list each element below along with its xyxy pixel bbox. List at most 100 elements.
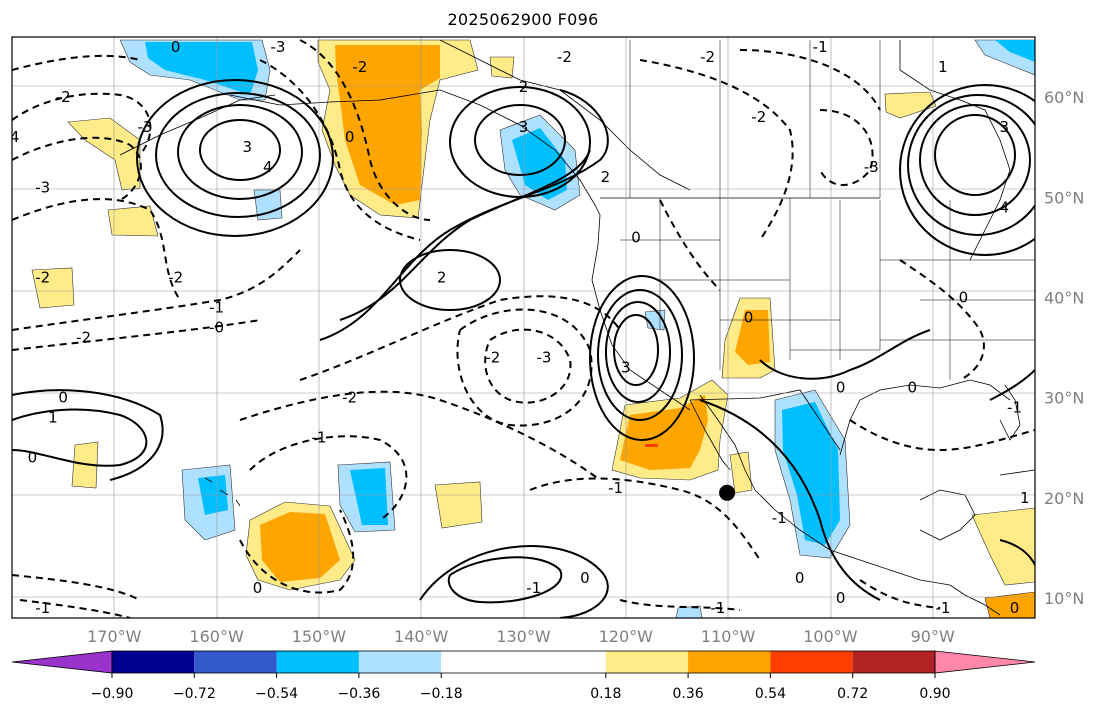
colorbar-extend-max — [934, 650, 1036, 674]
lon-tick-label: 90°W — [911, 627, 955, 646]
contour-label: -2 — [76, 329, 91, 347]
shaded-anomalies — [31, 39, 1035, 618]
contour-label: 0 — [28, 449, 38, 467]
lon-tick-label: 100°W — [803, 627, 858, 646]
lat-tick-label: 40°N — [1044, 288, 1084, 307]
hawaii-islands — [204, 477, 241, 507]
lon-tick-label: 130°W — [496, 627, 551, 646]
positive-anomaly-caribbean-2 — [984, 591, 1035, 618]
contour-label: 0 — [631, 228, 641, 246]
positive-anomaly-canada — [884, 91, 937, 119]
map-title: 2025062900 F096 — [447, 10, 599, 29]
negative-contours — [12, 39, 1035, 618]
contour-label: 1 — [48, 409, 58, 427]
colorbar-outline — [111, 650, 936, 674]
contour-label: 0 — [907, 379, 917, 397]
contour-high-baja-4 — [589, 275, 695, 441]
coastlines — [119, 39, 1035, 616]
colorbar-tick-label: 0.54 — [755, 686, 786, 702]
contour-label: 3 — [243, 138, 253, 156]
contour-label: -4 — [5, 128, 20, 146]
positive-anomaly-small-1 — [107, 205, 159, 237]
contour-label: -2 — [35, 268, 50, 286]
colorbar — [11, 650, 1036, 674]
longitude-tick-labels: 170°W 160°W 150°W 140°W 130°W 120°W 110°W 100°W… — [87, 627, 955, 646]
contour-neg-mid-1 — [12, 319, 261, 351]
colorbar-tick-label: −0.36 — [337, 686, 380, 702]
contour-high-baja-1 — [613, 314, 659, 386]
contour-label: -3 — [35, 178, 50, 196]
us-mexico-border — [689, 389, 841, 451]
canada-provinces — [629, 40, 881, 198]
colorbar-segment — [688, 651, 771, 673]
strong-anomaly-red — [645, 444, 658, 447]
lat-tick-label: 30°N — [1044, 389, 1084, 408]
lat-tick-label: 10°N — [1044, 589, 1084, 608]
contour-high-hudson-3 — [907, 94, 1035, 236]
contour-south-1 — [447, 556, 563, 604]
contour-label: 4 — [263, 158, 273, 176]
colorbar-tick-label: 0.18 — [590, 686, 621, 702]
contour-label: -1 — [813, 38, 828, 56]
contour-neg-se-1 — [859, 579, 941, 609]
colorbar-segment — [276, 651, 359, 673]
contour-south-0 — [419, 545, 609, 618]
contour-label: -1 — [710, 599, 725, 617]
positive-anomaly-subtropic-core — [260, 512, 340, 582]
aleutian-chain — [119, 94, 276, 156]
contour-neg-mid-2 — [12, 249, 301, 331]
contour-label: 0 — [836, 589, 846, 607]
lon-tick-label: 170°W — [87, 627, 142, 646]
cuba — [999, 469, 1035, 476]
contour-label: 0 — [959, 288, 969, 306]
colorbar-segment — [605, 651, 689, 673]
contour-high-aleutian-3 — [155, 92, 321, 218]
contour-mex-0 — [699, 399, 881, 601]
contour-neg-center-1 — [299, 295, 621, 381]
contour-label: -2 — [485, 349, 500, 367]
contour-label: 0 — [253, 579, 263, 597]
contour-label: -1 — [608, 479, 623, 497]
alaska-coast — [229, 89, 601, 216]
contour-label: 1 — [938, 58, 948, 76]
contour-label: -2 — [168, 268, 183, 286]
colorbar-tick-label: 0.90 — [919, 686, 950, 702]
graticule — [12, 37, 1035, 618]
latitude-tick-labels: 60°N 50°N 40°N 30°N 20°N 10°N — [1044, 88, 1084, 608]
contour-label: -2 — [700, 48, 715, 66]
positive-anomaly-west-edge — [31, 267, 75, 309]
negative-anomaly-mexico-core — [782, 402, 840, 545]
storm-center-marker — [719, 484, 736, 501]
contour-se-1 — [999, 539, 1035, 566]
contour-label: -2 — [342, 389, 357, 407]
contour-label: 1 — [1020, 489, 1030, 507]
us-west-coast — [591, 214, 691, 411]
positive-anomaly-gulf-alaska-core — [335, 45, 440, 205]
contour-label: -1 — [526, 579, 541, 597]
contour-high-aleutian-4 — [136, 79, 334, 237]
contour-high-pnw-1 — [474, 104, 566, 176]
contour-neg-sw-0 — [12, 574, 141, 601]
contour-neg-nw-2 — [12, 198, 181, 301]
contour-label: 2 — [601, 168, 611, 186]
contour-neg-sw-1 — [19, 599, 131, 618]
contour-neg-center-2 — [456, 308, 593, 427]
contour-high-hudson-2 — [919, 104, 1031, 216]
colorbar-segment — [852, 651, 935, 673]
contour-high-baja-3 — [597, 289, 683, 421]
lat-tick-label: 20°N — [1044, 489, 1084, 508]
positive-contours — [12, 79, 1035, 618]
contour-neg-canada-1 — [739, 49, 881, 111]
contour-neg-gulf-mex-0 — [849, 419, 1035, 452]
gulf-coast — [839, 379, 1011, 456]
contour-ridge-inner — [399, 249, 501, 311]
contour-high-hudson-4 — [899, 84, 1035, 256]
contour-neg-nw-2b — [12, 54, 141, 71]
central-america — [949, 584, 1001, 616]
contour-label: -2 — [751, 108, 766, 126]
contour-west-1 — [12, 408, 148, 467]
colorbar-tick-label: −0.90 — [91, 686, 134, 702]
contour-label: 2 — [437, 268, 447, 286]
florida — [999, 384, 1021, 441]
